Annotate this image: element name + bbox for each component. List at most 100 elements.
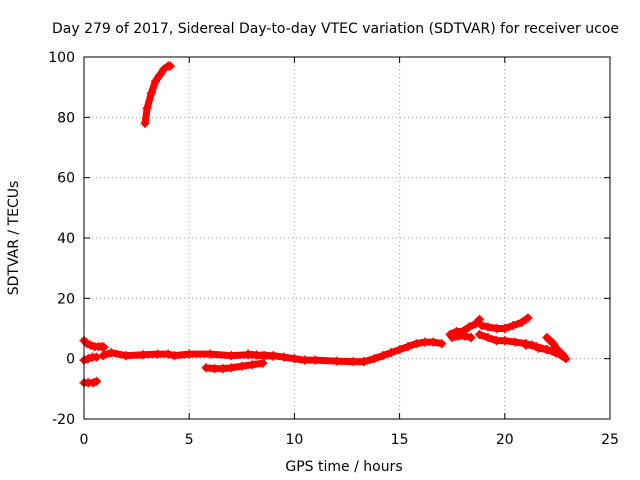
data-point	[552, 345, 562, 355]
data-point	[542, 333, 552, 343]
data-point	[500, 336, 510, 346]
series-h	[359, 337, 447, 367]
data-point	[411, 339, 421, 349]
series-n	[542, 333, 569, 361]
series-j	[447, 331, 476, 343]
data-point	[268, 351, 278, 361]
data-point	[99, 342, 109, 352]
x-tick-label: 10	[285, 432, 303, 448]
data-point	[437, 339, 447, 349]
data-point	[348, 357, 358, 367]
data-point	[98, 351, 108, 361]
data-point	[153, 349, 163, 359]
series-c	[79, 352, 102, 365]
data-point	[548, 339, 558, 349]
data-point	[106, 348, 116, 358]
data-point	[517, 317, 527, 327]
data-point	[491, 336, 501, 346]
data-series	[79, 61, 571, 388]
data-point	[92, 352, 102, 362]
data-point	[300, 355, 310, 365]
data-point	[475, 314, 485, 324]
data-point	[92, 376, 102, 386]
y-tick-label: 80	[57, 110, 75, 126]
data-point	[85, 340, 95, 350]
data-point	[121, 351, 131, 361]
chart-title: Day 279 of 2017, Sidereal Day-to-day VTE…	[52, 21, 619, 37]
data-point	[464, 322, 474, 332]
data-point	[359, 357, 369, 367]
data-point	[420, 337, 430, 347]
x-tick-label: 15	[391, 432, 409, 448]
data-point	[523, 313, 533, 323]
data-point	[138, 350, 148, 360]
x-tick-label: 25	[601, 432, 619, 448]
data-point	[258, 358, 268, 368]
y-tick-label: 60	[57, 171, 75, 187]
data-point	[460, 331, 470, 341]
y-tick-label: 0	[66, 352, 75, 368]
y-tick-label: 100	[48, 50, 75, 66]
data-point	[260, 351, 270, 361]
data-point	[205, 349, 215, 359]
data-point	[500, 324, 510, 333]
data-point	[428, 337, 438, 347]
data-point	[491, 324, 501, 333]
series-i	[445, 314, 485, 340]
series-k	[477, 313, 533, 333]
data-point	[209, 364, 219, 374]
data-point	[483, 333, 493, 343]
data-point	[542, 345, 552, 355]
data-point	[510, 337, 520, 347]
data-point	[310, 355, 320, 365]
data-point	[470, 319, 480, 329]
data-point	[243, 349, 253, 359]
y-axis-label: SDTVAR / TECUs	[6, 181, 22, 296]
data-point	[201, 363, 211, 373]
series-f	[201, 358, 268, 374]
data-point	[386, 348, 396, 358]
data-point	[226, 363, 236, 373]
data-point	[508, 320, 518, 330]
x-axis-label: GPS time / hours	[285, 459, 402, 475]
data-point	[527, 340, 537, 350]
data-point	[369, 354, 379, 364]
series-e	[98, 348, 369, 367]
data-point	[151, 76, 161, 86]
data-point	[331, 356, 341, 366]
series-d	[79, 376, 102, 388]
plot-frame	[83, 56, 611, 420]
data-point	[155, 70, 165, 80]
data-point	[140, 118, 150, 128]
x-tick-label: 20	[496, 432, 514, 448]
data-point	[165, 61, 175, 71]
data-point	[395, 345, 405, 355]
data-point	[226, 351, 236, 361]
data-point	[279, 352, 289, 362]
data-point	[169, 351, 179, 361]
data-point	[475, 330, 485, 340]
data-point	[533, 343, 543, 353]
y-tick-label: 40	[57, 231, 75, 247]
data-point	[237, 361, 247, 371]
data-point	[483, 322, 493, 332]
series-a	[140, 61, 175, 128]
data-point	[247, 360, 257, 370]
data-point	[142, 103, 152, 113]
x-tick-label: 5	[185, 432, 194, 448]
series-m	[521, 340, 565, 359]
data-point	[83, 354, 93, 364]
data-point	[378, 351, 388, 361]
series-band	[543, 334, 568, 360]
data-point	[218, 364, 228, 374]
data-point	[477, 320, 487, 330]
y-tick-label: -20	[52, 412, 75, 428]
x-tick-label: 0	[80, 432, 89, 448]
data-point	[447, 333, 457, 343]
grid-lines	[84, 57, 610, 419]
data-point	[403, 342, 413, 352]
data-point	[559, 351, 569, 361]
series-g	[243, 349, 278, 361]
data-point	[466, 333, 476, 343]
